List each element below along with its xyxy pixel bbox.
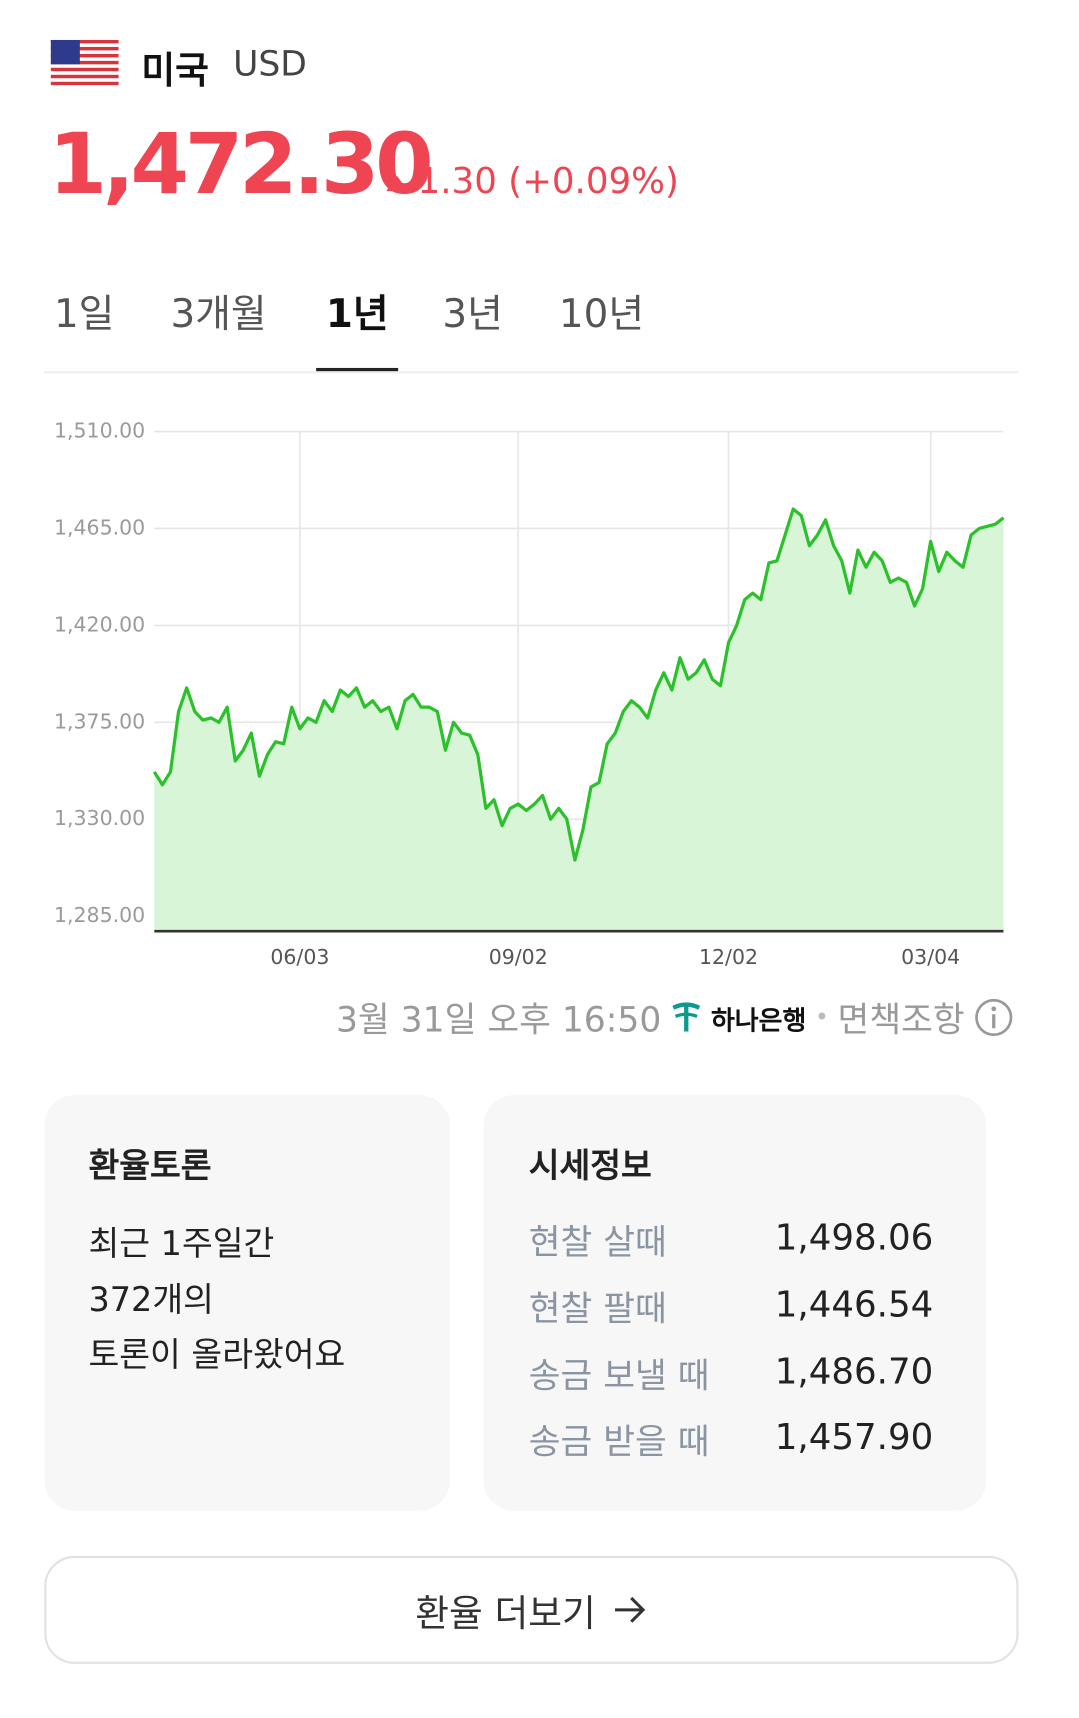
card-text: 토론이 올라왔어요 (88, 1335, 346, 1375)
more-button[interactable]: 환율 더보기 (44, 1555, 1019, 1664)
discussion-card[interactable] (44, 1095, 450, 1511)
y-tick-label: 1,510.00 (54, 419, 145, 443)
card-text: 최근 1주일간 (88, 1224, 275, 1264)
card-title: 시세정보 (528, 1146, 652, 1186)
bank-name: 하나은행 (710, 1005, 807, 1036)
quote-label: 송금 받을 때 (528, 1421, 710, 1463)
tab[interactable]: 10년 (558, 292, 645, 337)
button-label: 환율 더보기 (415, 1592, 596, 1636)
bank-logo (672, 1002, 701, 1032)
disclaimer[interactable]: 면책조항 (837, 999, 965, 1041)
x-tick-label: 06/03 (270, 945, 329, 969)
x-tick-label: 12/02 (699, 945, 758, 969)
y-tick-label: 1,375.00 (54, 709, 145, 733)
y-tick-label: 1,465.00 (54, 515, 145, 539)
separator: • (814, 1004, 829, 1031)
tab[interactable]: 3개월 (170, 292, 267, 337)
y-tick-label: 1,330.00 (54, 806, 145, 830)
quote-label: 송금 보낼 때 (528, 1355, 710, 1397)
x-tick-label: 03/04 (901, 945, 960, 969)
tab-underline (316, 367, 399, 372)
price: 1,472.30 (48, 116, 434, 214)
quote-label: 현찰 살때 (528, 1221, 667, 1263)
x-tick-label: 09/02 (489, 945, 548, 969)
tab-divider (44, 371, 1019, 374)
quote-value: 1,457.90 (774, 1415, 934, 1458)
area (154, 509, 1004, 932)
price-change: 1.30 (+0.09%) (417, 159, 679, 202)
y-tick-label: 1,285.00 (54, 903, 145, 927)
card-title: 환율토론 (88, 1146, 212, 1186)
card-text: 372개의 (88, 1280, 214, 1320)
line (152, 507, 1005, 862)
quote-card (483, 1095, 987, 1511)
source-line: 3월 31일 오후 16:50 하나은행 • 면책조항 (336, 993, 1014, 1043)
tab[interactable]: 1일 (53, 292, 115, 337)
y-tick-label: 1,420.00 (54, 612, 145, 636)
quote-value: 1,486.70 (774, 1349, 934, 1392)
tab[interactable]: 3년 (442, 292, 503, 337)
country: 미국 (141, 49, 209, 93)
quote-value: 1,446.54 (774, 1282, 934, 1326)
info-icon[interactable] (973, 997, 1014, 1038)
timestamp: 3월 31일 오후 16:50 (335, 999, 662, 1041)
currency: USD (233, 43, 307, 85)
arrow-icon (615, 1596, 646, 1623)
up-triangle (386, 175, 408, 191)
us-flag (50, 39, 119, 86)
chart: 1,285.00 1,330.00 1,375.00 1,420.00 1,465.00… (54, 419, 1005, 969)
quote-label: 현찰 팔때 (528, 1288, 667, 1330)
quote-value: 1,498.06 (774, 1216, 934, 1259)
tab[interactable]: 1년 (325, 292, 389, 337)
